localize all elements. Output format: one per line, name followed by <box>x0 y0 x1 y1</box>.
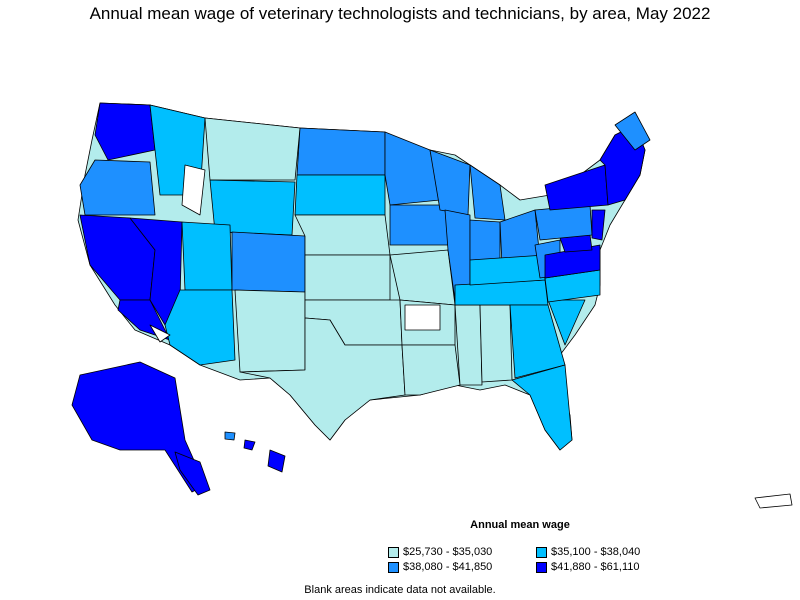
area-washington-west <box>94 102 156 161</box>
area-utah <box>181 221 233 291</box>
area-pennsylvania <box>534 204 593 241</box>
area-hawaii-big <box>267 449 286 473</box>
legend-label-tier3: $38,080 - $41,850 <box>403 561 493 573</box>
area-hawaii-oahu <box>224 431 236 441</box>
area-alaska <box>71 361 206 493</box>
area-iowa <box>389 204 449 246</box>
legend-swatch-tier4 <box>536 561 547 573</box>
area-nebraska <box>294 214 391 256</box>
area-minnesota <box>384 131 441 206</box>
area-blank-idaho <box>181 164 206 216</box>
legend-swatch-tier2 <box>536 546 547 558</box>
legend-item-tier3: $38,080 - $41,850 <box>388 560 536 574</box>
legend-item-tier1: $25,730 - $35,030 <box>388 545 536 559</box>
legend-swatch-tier1 <box>388 546 399 558</box>
area-texas <box>239 317 406 441</box>
area-new-mexico <box>234 289 306 373</box>
legend-label-tier2: $35,100 - $38,040 <box>551 546 641 558</box>
footnote: Blank areas indicate data not available. <box>304 584 496 596</box>
area-maine <box>614 111 651 151</box>
area-puerto-rico <box>754 493 793 509</box>
area-louisiana <box>401 344 461 396</box>
area-mississippi <box>454 304 483 386</box>
area-florida <box>511 364 573 451</box>
area-blank-tennessee <box>404 304 441 331</box>
area-new-jersey <box>591 209 606 241</box>
area-missouri <box>389 249 456 306</box>
area-south-dakota <box>294 174 386 216</box>
legend-swatch-tier3 <box>388 561 399 573</box>
area-hawaii-maui <box>243 439 256 451</box>
map-title: Annual mean wage of veterinary technolog… <box>89 4 711 23</box>
area-south-carolina <box>547 299 586 346</box>
area-blank-southwest <box>149 324 171 343</box>
legend-label-tier4: $41,880 - $61,110 <box>551 561 640 573</box>
legend-title: Annual mean wage <box>470 519 570 531</box>
area-montana <box>204 117 301 181</box>
area-arizona <box>164 289 236 366</box>
area-north-dakota <box>296 127 386 176</box>
area-colorado <box>231 231 306 293</box>
area-alabama <box>479 304 513 383</box>
area-alaska-southeast <box>174 451 211 496</box>
legend: $25,730 - $35,030 $35,100 - $38,040 $38,… <box>388 545 688 574</box>
legend-item-tier2: $35,100 - $38,040 <box>536 545 684 559</box>
area-kentucky <box>469 254 546 286</box>
legend-item-tier4: $41,880 - $61,110 <box>536 560 684 574</box>
area-kansas <box>304 254 391 301</box>
area-michigan <box>469 164 506 221</box>
area-oregon-west <box>79 159 156 216</box>
legend-label-tier1: $25,730 - $35,030 <box>403 546 493 558</box>
area-new-york <box>544 164 609 211</box>
